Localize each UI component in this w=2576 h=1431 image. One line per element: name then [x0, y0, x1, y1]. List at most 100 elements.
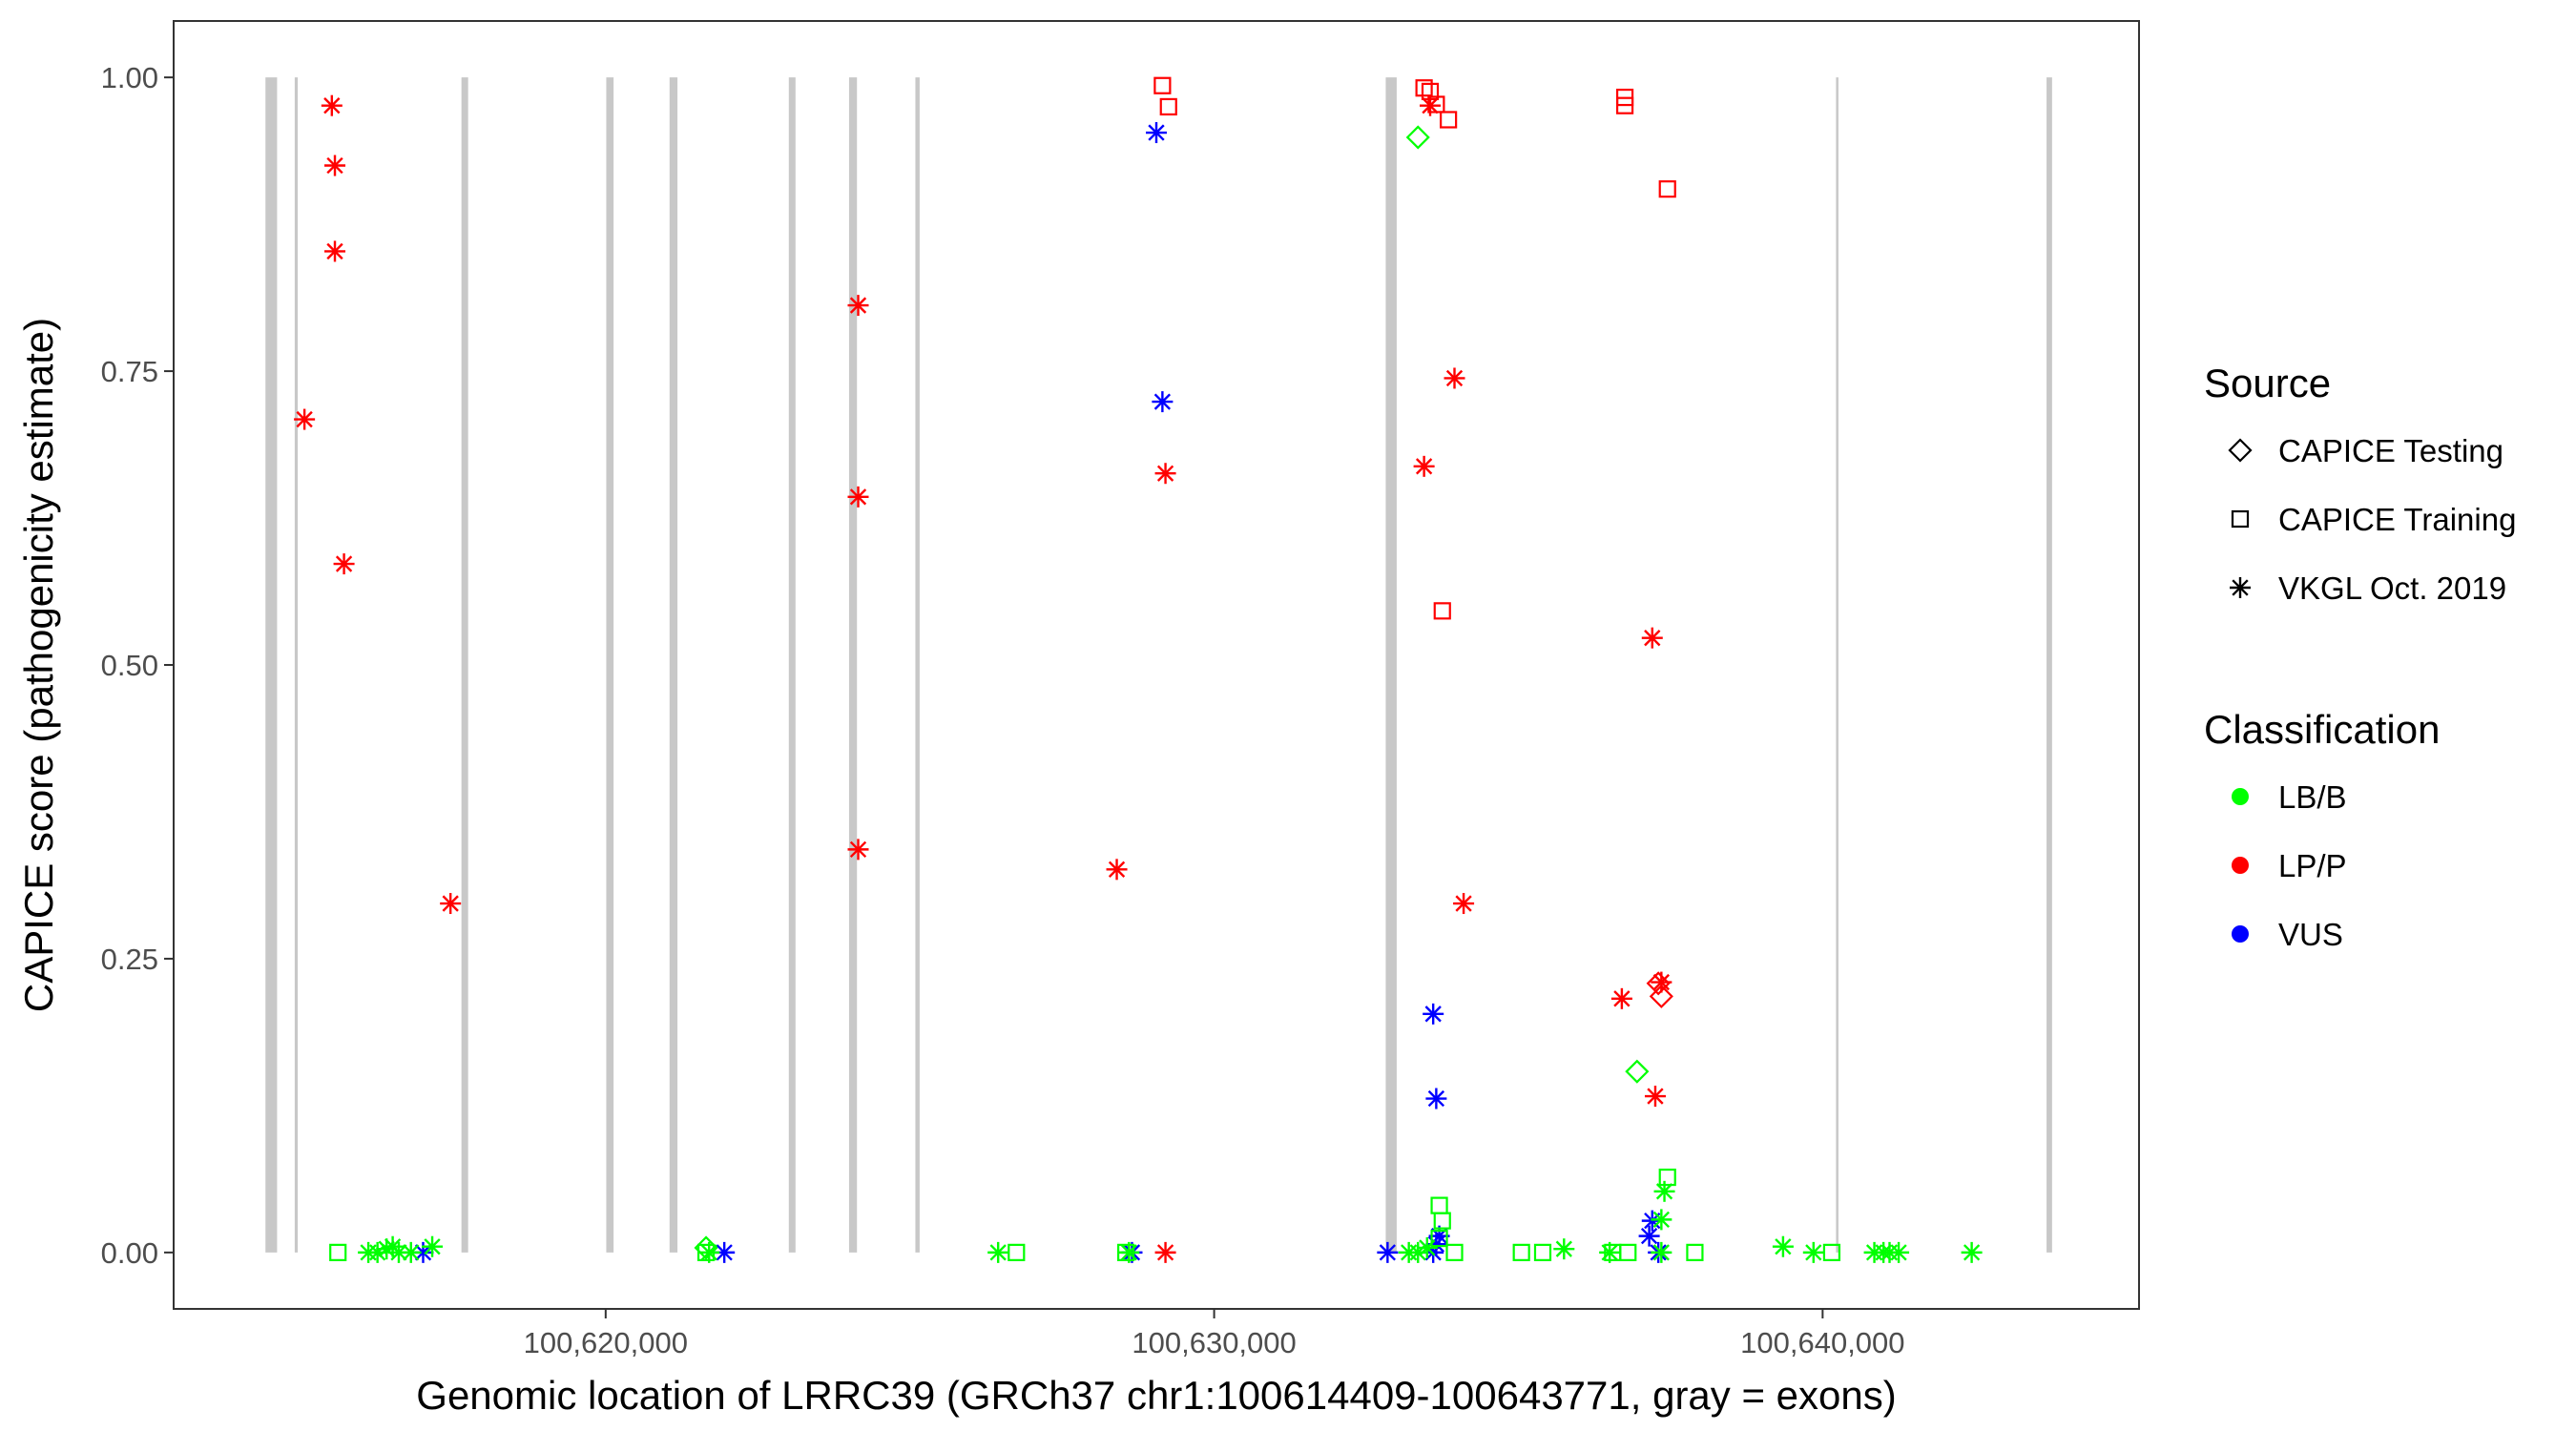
- data-point: [1619, 1243, 1637, 1261]
- legend-key-dot: [2232, 857, 2249, 874]
- data-point: [400, 1241, 422, 1263]
- exon-band-9: [1385, 77, 1397, 1253]
- data-point: [387, 1241, 409, 1263]
- legend-classification-label: LB/B: [2278, 779, 2347, 815]
- data-point: [333, 553, 355, 575]
- exon-band-8: [915, 77, 920, 1253]
- x-axis-title: Genomic location of LRRC39 (GRCh37 chr1:…: [416, 1373, 1896, 1418]
- series-asterisk-lpp: [294, 94, 1672, 1263]
- data-point: [1658, 180, 1676, 198]
- data-point: [1106, 859, 1128, 881]
- data-point: [714, 1241, 736, 1263]
- legend-classification-label: VUS: [2278, 917, 2343, 952]
- y-tick-label: 0.00: [101, 1236, 158, 1270]
- legend-key-dot: [2232, 925, 2249, 943]
- data-point: [324, 155, 346, 176]
- data-point: [1822, 1243, 1841, 1261]
- data-point: [1415, 79, 1433, 97]
- data-point: [1772, 1235, 1794, 1257]
- data-point: [324, 240, 346, 262]
- series-diamond-lpp: [1646, 971, 1673, 1008]
- data-point: [1377, 1241, 1399, 1263]
- legend-key-dot: [2232, 788, 2249, 805]
- data-point: [1512, 1243, 1530, 1261]
- data-point: [1638, 1225, 1660, 1247]
- data-point: [847, 839, 869, 861]
- data-point: [847, 295, 869, 317]
- data-point: [1610, 987, 1632, 1009]
- data-point: [1644, 1086, 1666, 1108]
- y-tick-label: 0.75: [101, 355, 158, 388]
- data-point: [321, 94, 343, 116]
- y-tick-label: 0.50: [101, 649, 158, 682]
- data-point: [1651, 1241, 1672, 1263]
- y-tick-label: 1.00: [101, 61, 158, 94]
- data-point: [1444, 367, 1465, 389]
- data-point: [1888, 1241, 1910, 1263]
- legend-source-label: VKGL Oct. 2019: [2278, 570, 2506, 606]
- data-point: [696, 1243, 716, 1261]
- data-point: [1008, 1243, 1026, 1261]
- data-point: [1625, 1059, 1650, 1084]
- data-point: [1159, 97, 1177, 116]
- exon-band-3: [461, 77, 468, 1253]
- data-point: [1154, 1241, 1176, 1263]
- data-point: [1651, 1209, 1672, 1231]
- data-point: [294, 408, 316, 430]
- data-point: [1427, 95, 1445, 114]
- data-point: [422, 1235, 444, 1257]
- data-point: [1615, 96, 1634, 114]
- data-point: [1146, 122, 1167, 144]
- data-point: [1658, 1168, 1676, 1187]
- data-point: [1153, 76, 1172, 94]
- exon-band-2: [294, 77, 299, 1253]
- x-axis: 100,620,000 100,630,000 100,640,000: [524, 1309, 1905, 1359]
- x-tick-label: 100,640,000: [1740, 1326, 1904, 1359]
- y-tick-label: 0.25: [101, 943, 158, 976]
- exon-band-7: [848, 77, 858, 1253]
- data-point: [1533, 1243, 1552, 1261]
- legend-source-title: Source: [2204, 361, 2331, 405]
- data-point: [1649, 984, 1673, 1008]
- data-point: [1154, 463, 1176, 485]
- legend-key-square: [2231, 509, 2250, 529]
- data-point: [1453, 893, 1475, 915]
- data-point: [366, 1241, 388, 1263]
- legend-key-diamond: [2228, 438, 2253, 463]
- data-point: [694, 1235, 718, 1260]
- data-point: [1117, 1243, 1135, 1261]
- exon-bands: [265, 77, 2052, 1253]
- exon-band-11: [2046, 77, 2052, 1253]
- data-point: [1407, 1241, 1429, 1263]
- data-point: [1413, 455, 1435, 477]
- y-axis-title: CAPICE score (pathogenicity estimate): [16, 318, 61, 1012]
- data-point: [440, 893, 462, 915]
- legend: Source Classification CAPICE Testing CAPI…: [2204, 361, 2516, 952]
- data-point: [1802, 1241, 1824, 1263]
- exon-band-10: [1836, 77, 1839, 1253]
- data-point: [847, 486, 869, 508]
- legend-key-asterisk: [2230, 577, 2251, 598]
- data-point: [1445, 1243, 1464, 1261]
- data-point: [1440, 111, 1458, 129]
- data-point: [1416, 1236, 1438, 1258]
- series-diamond-lbb: [694, 125, 1650, 1260]
- data-point: [1430, 1229, 1448, 1248]
- data-point: [1423, 1003, 1444, 1025]
- legend-classification-label: LP/P: [2278, 848, 2347, 883]
- data-point: [1641, 627, 1663, 649]
- exon-band-1: [265, 77, 278, 1253]
- legend-classification-title: Classification: [2204, 707, 2440, 752]
- exon-band-5: [669, 77, 678, 1253]
- series-square-lbb: [329, 1168, 1841, 1261]
- legend-source-label: CAPICE Training: [2278, 502, 2516, 537]
- data-point: [1433, 1212, 1451, 1230]
- data-point: [1421, 82, 1440, 101]
- data-point: [1152, 391, 1174, 413]
- legend-source-label: CAPICE Testing: [2278, 433, 2503, 468]
- series-square-lpp: [1153, 76, 1676, 620]
- data-point: [1646, 971, 1671, 996]
- data-point: [1553, 1238, 1575, 1260]
